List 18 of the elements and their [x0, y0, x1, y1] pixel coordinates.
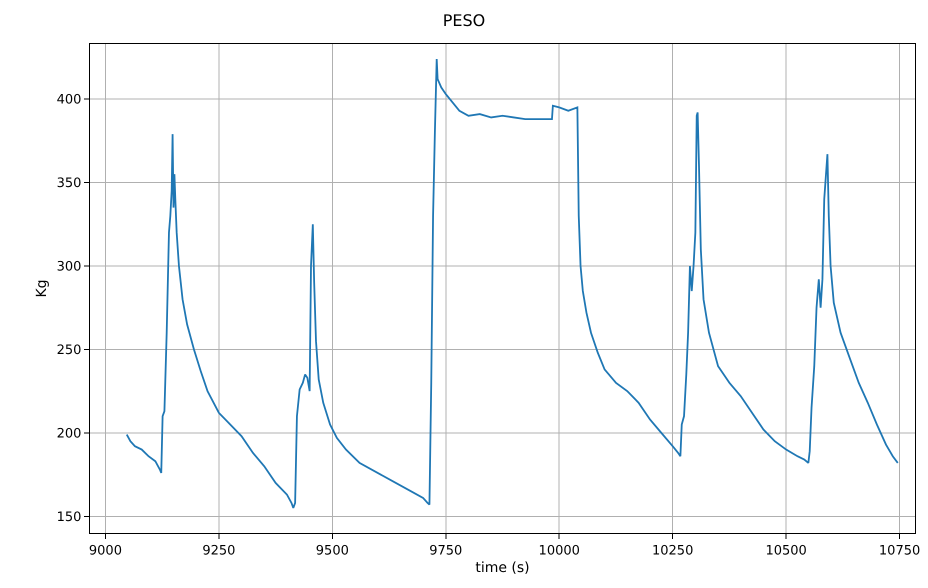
- x-tick-label: 9250: [202, 544, 236, 559]
- y-tick-label: 250: [56, 342, 82, 358]
- x-axis-title: time (s): [475, 560, 530, 576]
- y-tick-label: 400: [56, 92, 82, 108]
- x-tick-label: 9500: [316, 544, 349, 559]
- y-tick-label: 300: [56, 260, 82, 275]
- y-tick-label: 350: [56, 176, 82, 192]
- x-tick-label: 10500: [765, 544, 807, 559]
- x-tick-label: 10750: [878, 544, 920, 559]
- y-tick-label: 200: [56, 426, 82, 442]
- line-series: [126, 58, 899, 509]
- y-axis-title: Kg: [34, 279, 50, 298]
- x-tick-label: 9000: [88, 544, 122, 559]
- x-tick-label: 10000: [538, 544, 580, 559]
- x-tick-label: 9750: [429, 544, 462, 559]
- chart-title: PESO: [442, 10, 486, 30]
- y-tick-label: 150: [56, 510, 82, 525]
- x-tick-label: 10250: [652, 544, 694, 559]
